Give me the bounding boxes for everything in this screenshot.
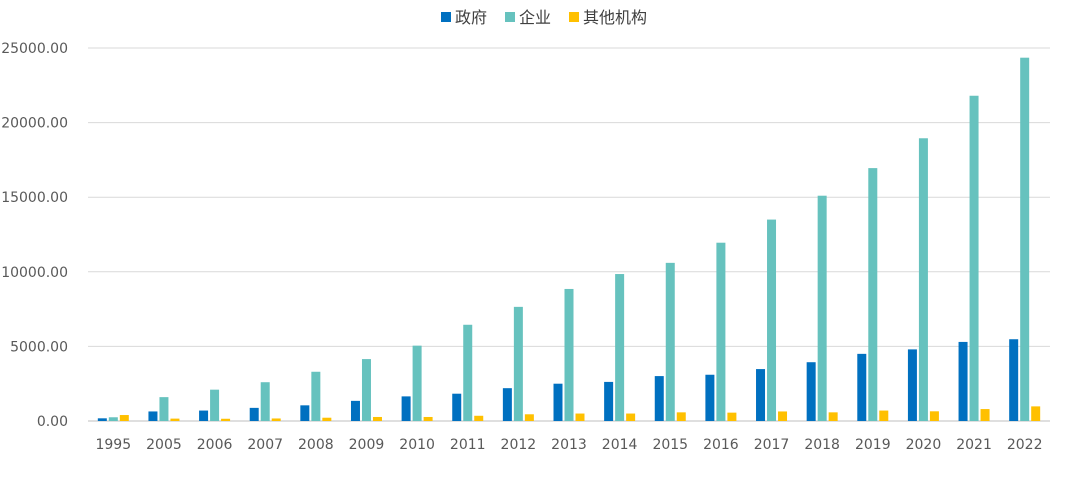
bar-enterprise-2020: [918, 138, 928, 422]
y-tick-label: 25000.00: [1, 41, 68, 57]
bar-government-2008: [300, 405, 310, 421]
legend-swatch: [569, 12, 579, 22]
bar-enterprise-2013: [564, 288, 574, 421]
y-gridlines: [88, 47, 1050, 422]
bar-other-institutions-2006: [221, 418, 231, 421]
bar-government-2022: [1009, 339, 1019, 421]
x-tick-label: 2021: [956, 437, 992, 453]
bar-government-2014: [604, 381, 614, 421]
bar-other-institutions-2014: [626, 413, 636, 421]
bar-enterprise-2019: [868, 168, 878, 421]
x-tick-label: 2006: [197, 437, 233, 453]
bar-government-2018: [806, 362, 816, 421]
bar-other-institutions-2010: [423, 416, 433, 421]
x-tick-label: 2008: [298, 437, 334, 453]
bar-other-institutions-2011: [474, 415, 484, 421]
legend-label: 其他机构: [583, 8, 647, 27]
x-tick-label: 2017: [754, 437, 790, 453]
y-tick-label: 20000.00: [1, 116, 68, 132]
x-tick-label: 2015: [652, 437, 688, 453]
x-tick-label: 1995: [95, 437, 131, 453]
x-axis: 1995 2005 2006 2007 2008 2009 2010 2011 2012 2013…: [95, 437, 1042, 453]
x-tick-label: 2011: [450, 437, 486, 453]
bar-other-institutions-2016: [727, 412, 737, 421]
bar-government-2012: [502, 388, 512, 421]
bar-government-2021: [958, 341, 968, 421]
bar-government-2009: [350, 400, 360, 421]
y-axis: 0.00 5000.00 10000.00 15000.00 20000.00 25000…: [1, 41, 68, 430]
bar-enterprise-2008: [311, 371, 321, 421]
bar-enterprise-2006: [210, 389, 220, 421]
bar-enterprise-2014: [615, 274, 625, 421]
legend-swatch: [505, 12, 515, 22]
bar-government-2015: [654, 376, 664, 421]
bar-government-2013: [553, 383, 563, 421]
y-tick-label: 15000.00: [1, 190, 68, 206]
y-tick-label: 5000.00: [10, 339, 68, 355]
x-tick-label: 2016: [703, 437, 739, 453]
bar-other-institutions-2022: [1031, 406, 1041, 421]
bar-government-2020: [907, 349, 917, 421]
bar-other-institutions-2015: [676, 412, 686, 421]
bar-enterprise-2017: [767, 219, 777, 421]
bar-enterprise-2011: [463, 324, 473, 421]
chart-legend: 政府 企业 其他机构: [441, 8, 647, 27]
bar-government-2011: [452, 393, 462, 421]
bar-other-institutions-2021: [980, 409, 990, 421]
legend-swatch: [441, 12, 451, 22]
bar-other-institutions-2019: [879, 410, 889, 421]
bar-enterprise-2016: [716, 242, 726, 421]
bar-enterprise-2007: [260, 382, 270, 421]
x-tick-label: 2013: [551, 437, 587, 453]
bar-enterprise-1995: [108, 417, 118, 421]
y-tick-label: 10000.00: [1, 265, 68, 281]
bar-government-2006: [199, 410, 209, 421]
bar-government-2017: [756, 369, 766, 421]
x-tick-label: 2020: [906, 437, 942, 453]
bar-enterprise-2015: [665, 262, 675, 421]
bar-other-institutions-2012: [524, 414, 534, 421]
bar-government-2005: [148, 411, 158, 421]
bar-government-2016: [705, 374, 715, 421]
bar-enterprise-2012: [513, 306, 523, 421]
x-tick-label: 2010: [399, 437, 435, 453]
bar-series-group: [97, 57, 1041, 422]
x-tick-label: 2018: [804, 437, 840, 453]
bar-other-institutions-2005: [170, 418, 180, 421]
legend-label: 政府: [455, 8, 487, 27]
bar-enterprise-2009: [361, 359, 371, 421]
x-tick-label: 2019: [855, 437, 891, 453]
x-tick-label: 2012: [501, 437, 537, 453]
bar-enterprise-2022: [1020, 57, 1030, 422]
bar-enterprise-2021: [969, 95, 979, 421]
x-tick-label: 2009: [349, 437, 385, 453]
bar-government-2019: [857, 353, 867, 421]
bar-other-institutions-2007: [271, 418, 281, 421]
x-tick-label: 2007: [247, 437, 283, 453]
bar-government-2010: [401, 396, 411, 421]
bar-other-institutions-2008: [322, 417, 332, 421]
x-tick-label: 2005: [146, 437, 182, 453]
x-tick-label: 2014: [602, 437, 638, 453]
y-tick-label: 0.00: [37, 414, 68, 430]
bar-other-institutions-2020: [929, 411, 939, 421]
bar-enterprise-2018: [817, 195, 827, 421]
bar-government-1995: [97, 418, 107, 421]
bar-government-2007: [249, 407, 259, 421]
legend-label: 企业: [519, 8, 551, 27]
bar-other-institutions-2017: [778, 411, 788, 421]
bar-enterprise-2010: [412, 345, 422, 421]
bar-other-institutions-2009: [372, 416, 382, 421]
bar-other-institutions-2018: [828, 412, 838, 421]
x-tick-label: 2022: [1007, 437, 1043, 453]
bar-other-institutions-1995: [119, 415, 129, 421]
bar-enterprise-2005: [159, 397, 169, 421]
bar-other-institutions-2013: [575, 413, 585, 421]
